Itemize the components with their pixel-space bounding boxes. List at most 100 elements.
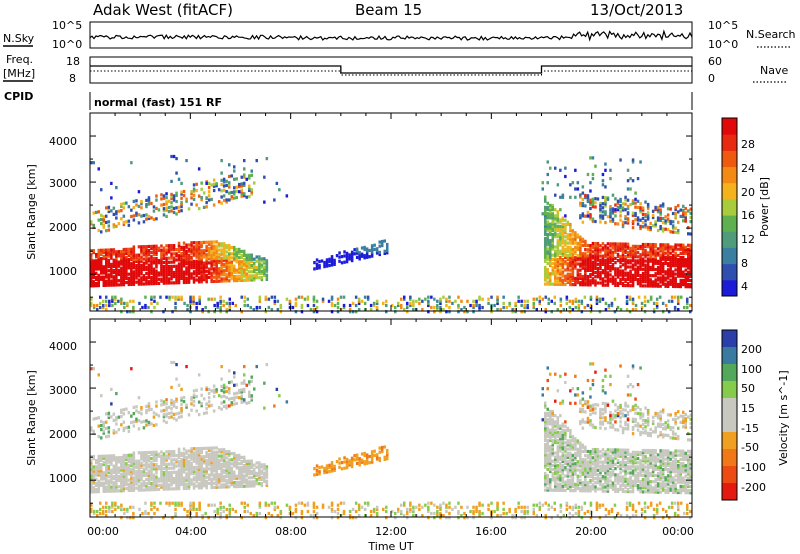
velocity-cell	[554, 476, 557, 480]
power-cell	[636, 259, 640, 263]
power-cell	[205, 259, 208, 263]
power-cell	[679, 274, 682, 278]
power-cell	[220, 244, 223, 248]
power-cell	[100, 188, 103, 192]
power-cell	[591, 273, 595, 277]
velocity-cell	[120, 456, 123, 460]
power-cell	[365, 251, 369, 255]
power-cell	[661, 301, 665, 305]
power-cell	[373, 247, 376, 251]
power-cell	[561, 253, 565, 257]
velocity-cell	[222, 386, 226, 390]
power-cell	[651, 213, 655, 217]
velocity-cell	[127, 486, 131, 490]
power-cell	[375, 301, 379, 305]
velocity-cell	[217, 458, 221, 462]
power-cell	[601, 297, 605, 301]
power-cell	[626, 212, 630, 216]
power-cell	[375, 249, 379, 253]
power-cell	[556, 218, 560, 222]
power-cell	[115, 254, 118, 258]
power-cell	[132, 214, 136, 218]
velocity-cell	[207, 481, 211, 485]
power-cell	[677, 253, 680, 258]
velocity-cell	[92, 486, 95, 490]
velocity-cell	[167, 479, 171, 483]
power-cell	[619, 214, 622, 218]
velocity-cell	[140, 461, 143, 465]
power-cell	[559, 299, 563, 303]
power-cell	[551, 203, 554, 208]
power-cell	[611, 219, 615, 223]
power-cell	[258, 257, 261, 261]
power-cell	[192, 278, 196, 282]
power-cell	[661, 221, 665, 225]
power-cell	[641, 271, 645, 276]
power-cell	[689, 310, 692, 314]
power-cell	[175, 268, 178, 272]
power-cell	[626, 204, 630, 208]
velocity-cell	[238, 474, 241, 478]
power-cell	[210, 246, 213, 250]
power-cell	[654, 205, 657, 209]
power-cell	[674, 268, 677, 272]
power-cell	[641, 244, 645, 249]
power-cell	[155, 261, 158, 265]
power-cell	[403, 297, 406, 301]
power-cell	[152, 253, 156, 257]
power-cell	[132, 280, 136, 284]
power-cell	[127, 272, 131, 276]
velocity-cell	[263, 477, 266, 481]
power-cell	[197, 249, 201, 253]
power-cell	[549, 257, 552, 261]
power-cell	[639, 208, 642, 212]
velocity-cell	[115, 422, 118, 426]
power-cell	[201, 310, 204, 314]
velocity-cell	[561, 451, 565, 455]
power-cell	[631, 253, 635, 257]
velocity-cell	[125, 464, 128, 468]
power-cell	[145, 205, 148, 209]
power-cell	[639, 259, 642, 263]
power-cell	[132, 310, 135, 314]
velocity-cell	[225, 485, 228, 489]
power-cell	[95, 259, 98, 263]
velocity-cell	[145, 461, 148, 465]
velocity-cell	[177, 468, 181, 472]
power-cell	[240, 262, 243, 266]
velocity-cell	[150, 481, 153, 486]
velocity-cell	[145, 411, 148, 415]
power-cell	[207, 310, 210, 314]
power-cell	[601, 216, 605, 220]
power-cell	[90, 261, 93, 265]
power-cell	[586, 258, 590, 262]
power-cell	[160, 193, 163, 197]
power-cell	[150, 263, 153, 267]
velocity-cell	[210, 454, 213, 458]
power-cell	[90, 301, 93, 305]
power-cell	[220, 277, 223, 281]
power-cell	[122, 270, 126, 274]
velocity-cell	[220, 401, 223, 405]
power-cell	[689, 264, 692, 268]
velocity-cell	[549, 488, 552, 492]
power-cell	[260, 259, 264, 263]
velocity-cell	[137, 488, 141, 492]
power-cell	[579, 239, 582, 243]
velocity-cell	[170, 487, 173, 491]
velocity-cell	[190, 472, 193, 476]
power-cell	[670, 295, 674, 299]
power-cell	[609, 252, 612, 256]
power-cell	[654, 261, 657, 265]
power-cell	[100, 213, 103, 217]
power-cell	[682, 204, 685, 208]
power-cell	[639, 202, 642, 206]
velocity-cell	[564, 457, 567, 461]
power-cell	[596, 273, 600, 277]
power-cell	[586, 264, 590, 268]
velocity-cell	[253, 484, 256, 488]
power-cell	[245, 268, 248, 272]
velocity-cell	[243, 470, 246, 474]
velocity-cell	[172, 416, 176, 421]
velocity-cell	[97, 479, 100, 483]
